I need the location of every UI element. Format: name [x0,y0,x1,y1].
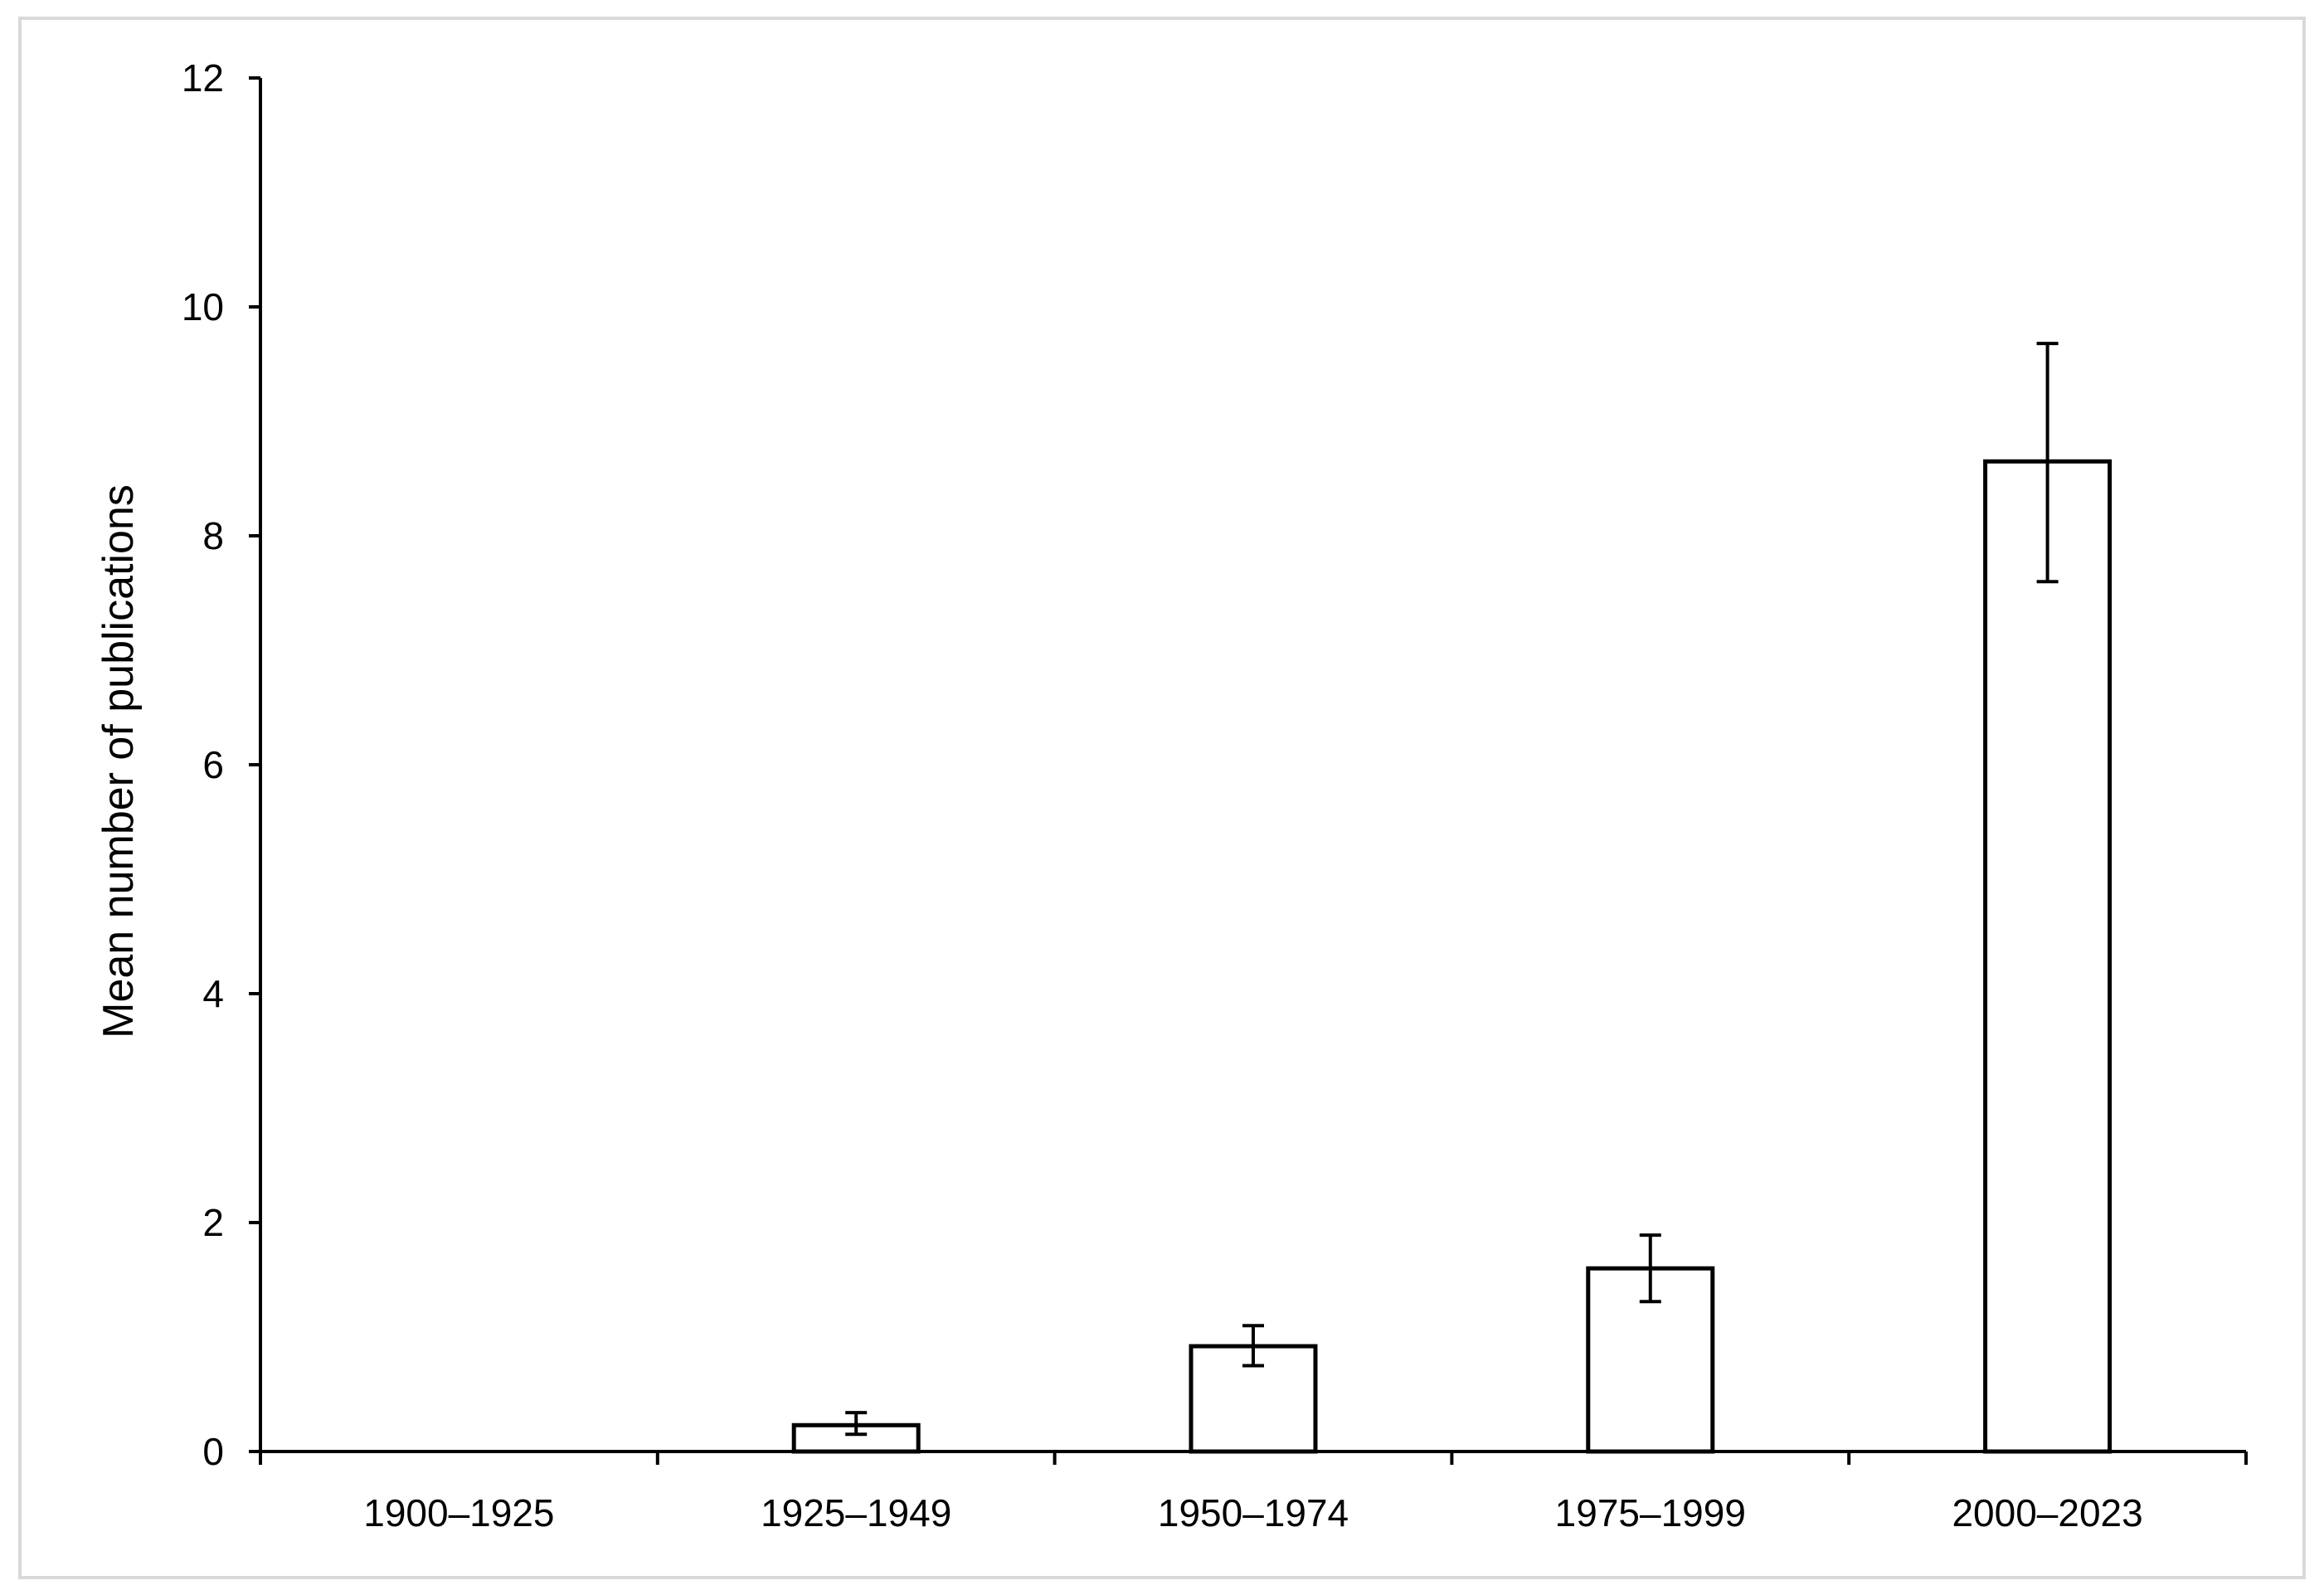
y-tick-label: 6 [202,743,224,786]
error-bar-3 [1639,1233,1661,1304]
axes-layer [249,76,2248,1465]
y-tick-label: 2 [202,1201,224,1244]
error-bar-1 [845,1411,868,1437]
y-tick-label: 4 [202,972,224,1015]
y-tick-label: 12 [182,56,224,100]
x-category-label: 1950–1974 [1158,1491,1349,1534]
x-category-label: 1900–1925 [363,1491,554,1534]
x-category-label: 2000–2023 [1952,1491,2142,1534]
y-tick-label: 10 [182,285,224,328]
error-bar-4 [2036,342,2059,584]
x-category-label: 1975–1999 [1555,1491,1746,1534]
error-bars-layer [845,342,2059,1437]
labels-layer: 0 2 4 6 8 10 12 1900–1925 1925–1949 1950–1974 1975… [182,56,2143,1534]
y-tick-label: 8 [202,514,224,557]
x-category-label: 1925–1949 [761,1491,951,1534]
chart-border [18,17,2306,1579]
error-bar-2 [1242,1324,1264,1368]
y-tick-label: 0 [202,1430,224,1473]
y-axis-title: Mean number of publications [95,484,143,1038]
bar-4 [1983,459,2113,1454]
